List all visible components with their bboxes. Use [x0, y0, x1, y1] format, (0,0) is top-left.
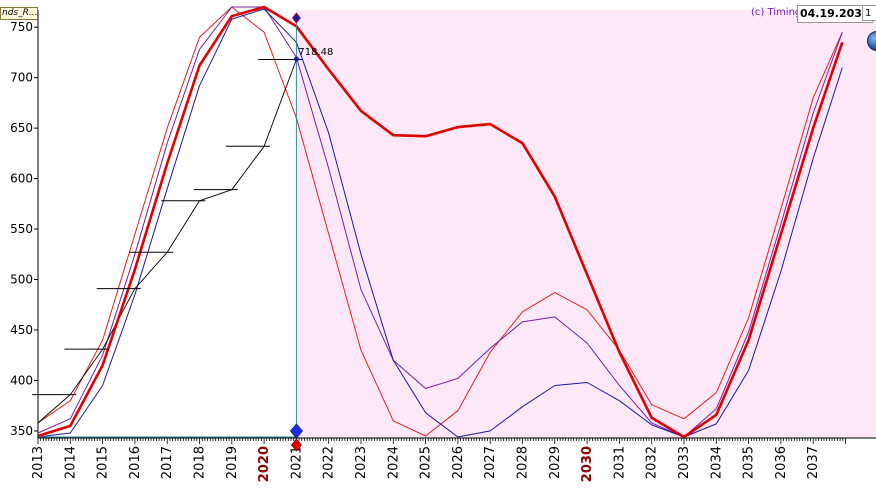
x-tick-label: 2037: [806, 446, 821, 479]
x-tick-label: 2029: [548, 446, 563, 479]
cursor-value-label: 718.48: [298, 47, 333, 58]
x-tick-label: 2020: [257, 446, 272, 482]
x-tick-label: 2027: [483, 446, 498, 479]
x-tick-label: 2026: [451, 446, 466, 479]
y-tick-label: 500: [10, 273, 33, 287]
x-tick-label: 2022: [322, 446, 337, 479]
chart-marks: 718.48: [32, 5, 844, 439]
x-tick-label: 2017: [160, 446, 175, 479]
x-tick-label: 2034: [709, 446, 724, 479]
date-field[interactable]: 04.19.2038: [797, 5, 873, 23]
timing-label: (c) Timing: [751, 7, 802, 18]
y-tick-label: 650: [10, 121, 33, 135]
y-tick-label: 750: [10, 20, 33, 34]
x-tick-label: 2019: [225, 446, 240, 479]
y-tick-label: 400: [10, 373, 33, 387]
y-tick-label: 600: [10, 172, 33, 186]
x-axis: 2013 2014 2015 2016 2017 2018 2019 2020 2021 2022…: [31, 437, 876, 482]
y-tick-label: 450: [10, 323, 33, 337]
x-tick-label: 2030: [580, 446, 595, 482]
x-tick-label: 2032: [645, 446, 660, 479]
y-tick-label: 550: [10, 222, 33, 236]
date-spinner[interactable]: 1: [862, 5, 876, 21]
x-tick-label: 2016: [128, 446, 143, 479]
y-axis: 350 400 450 500 550 600 650 700 750: [10, 10, 39, 438]
x-tick-label: 2036: [774, 446, 789, 479]
x-tick-label: 2025: [419, 446, 434, 479]
x-tick-label: 2021: [289, 446, 304, 479]
chart-title-box[interactable]: nds_R...: [0, 7, 38, 20]
series-line-blue: [37, 8, 843, 438]
x-tick-label: 2013: [31, 446, 46, 479]
series-line-thin_red: [37, 6, 843, 437]
x-tick-label: 2033: [677, 446, 692, 479]
x-tick-label: 2023: [354, 446, 369, 479]
cursor-point: [293, 56, 299, 62]
x-tick-label: 2024: [386, 446, 401, 479]
x-axis-cursor-marker[interactable]: [290, 438, 302, 452]
series-line-purple: [37, 6, 843, 438]
x-tick-label: 2014: [63, 446, 78, 479]
x-tick-label: 2018: [193, 446, 208, 479]
x-tick-label: 2035: [742, 446, 757, 479]
series-line-primary: [37, 5, 844, 439]
x-tick-label: 2031: [612, 446, 627, 479]
plot-background-past: [38, 10, 307, 438]
y-tick-label: 350: [10, 424, 33, 438]
x-tick-label: 2015: [96, 446, 111, 479]
y-tick-label: 700: [10, 71, 33, 85]
forecast-region: [296, 10, 876, 438]
cursor-top-handle[interactable]: [291, 12, 301, 24]
x-tick-label: 2028: [516, 446, 531, 479]
